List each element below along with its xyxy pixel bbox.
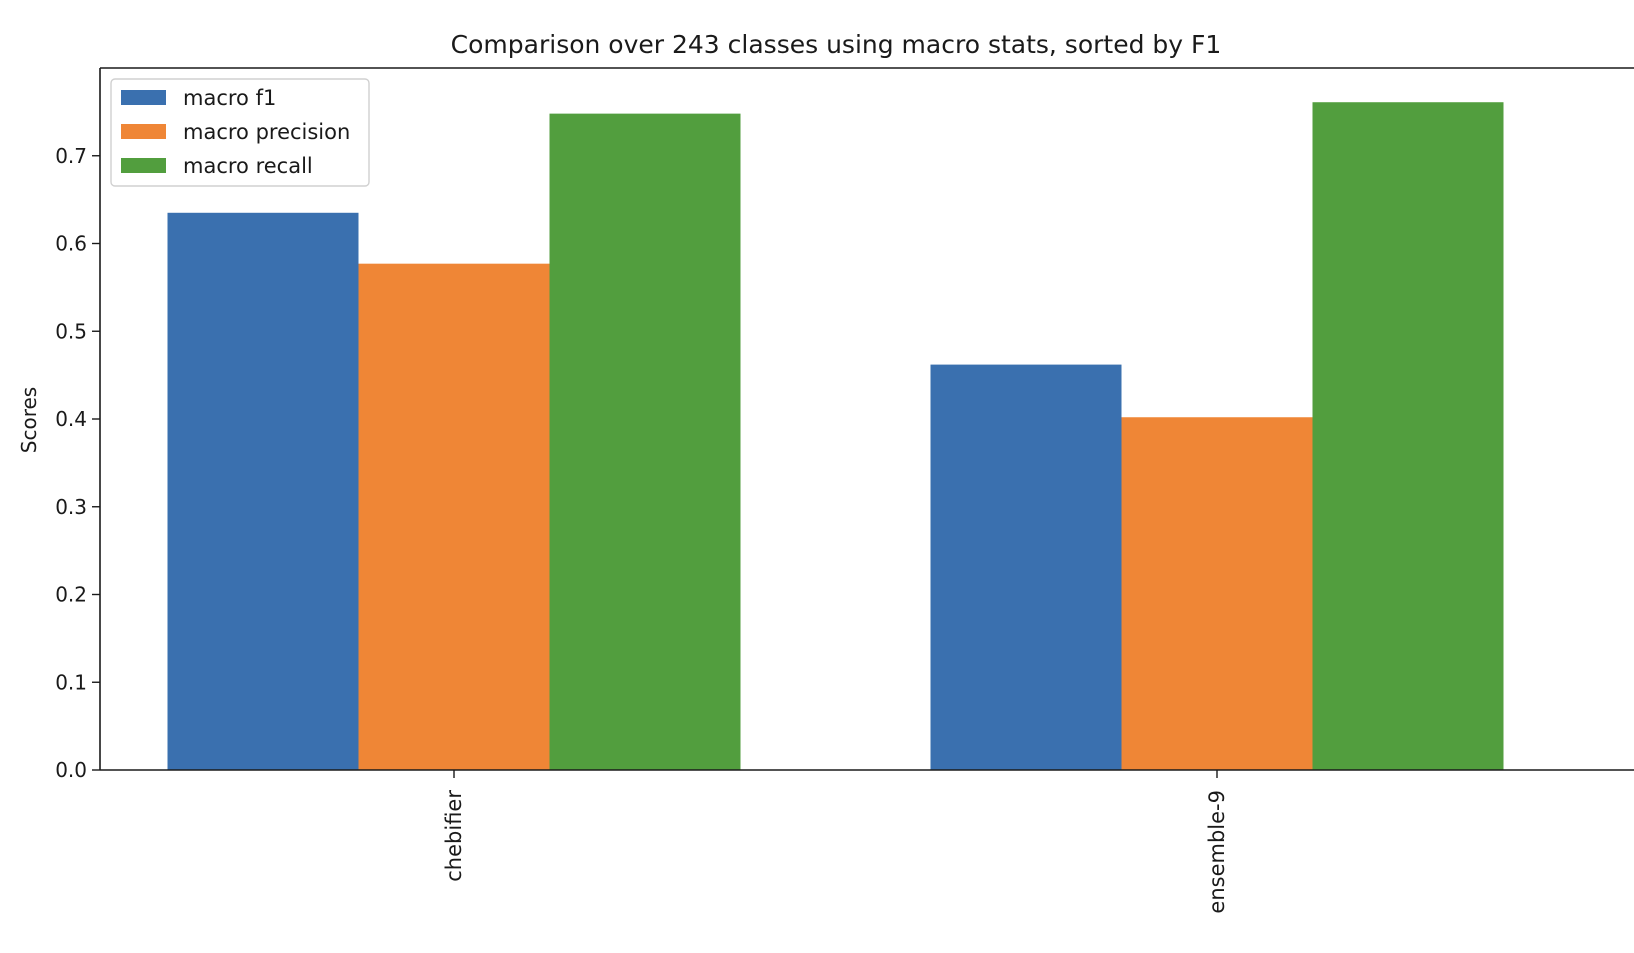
bar-macro-precision-chebifier [358, 263, 550, 770]
y-tick-label: 0.0 [55, 758, 87, 782]
legend: macro f1 macro precision macro recall [110, 78, 370, 187]
legend-label-macro-recall: macro recall [183, 154, 313, 178]
y-tick-label: 0.6 [55, 232, 87, 256]
bar-macro-precision-ensemble-9 [1121, 417, 1313, 770]
bar-macro-f1-chebifier [167, 212, 359, 771]
legend-label-macro-f1: macro f1 [183, 86, 276, 110]
chart-title: Comparison over 243 classes using macro … [451, 30, 1222, 59]
y-axis-label: Scores [17, 387, 41, 453]
legend-swatch-macro-recall [121, 158, 166, 173]
y-tick-label: 0.2 [55, 583, 87, 607]
bars-layer [167, 102, 1504, 771]
y-tick-label: 0.7 [55, 144, 87, 168]
y-tick-label: 0.3 [55, 495, 87, 519]
axes-layer: 0.0 0.1 0.2 0.3 0.4 0.5 0.6 0.7 chebifier ensembl… [55, 67, 1634, 914]
y-tick-label: 0.1 [55, 670, 87, 694]
legend-swatch-macro-precision [121, 124, 166, 139]
y-tick-label: 0.4 [55, 407, 87, 431]
y-tick-label: 0.5 [55, 319, 87, 343]
x-tick-label-ensemble-9: ensemble-9 [1205, 790, 1229, 914]
x-tick-label-chebifier: chebifier [442, 790, 466, 882]
bar-macro-recall-ensemble-9 [1312, 102, 1504, 770]
legend-label-macro-precision: macro precision [183, 120, 350, 144]
legend-box [110, 78, 370, 187]
bar-macro-f1-ensemble-9 [930, 364, 1122, 770]
bar-macro-recall-chebifier [549, 113, 741, 770]
legend-swatch-macro-f1 [121, 90, 166, 105]
